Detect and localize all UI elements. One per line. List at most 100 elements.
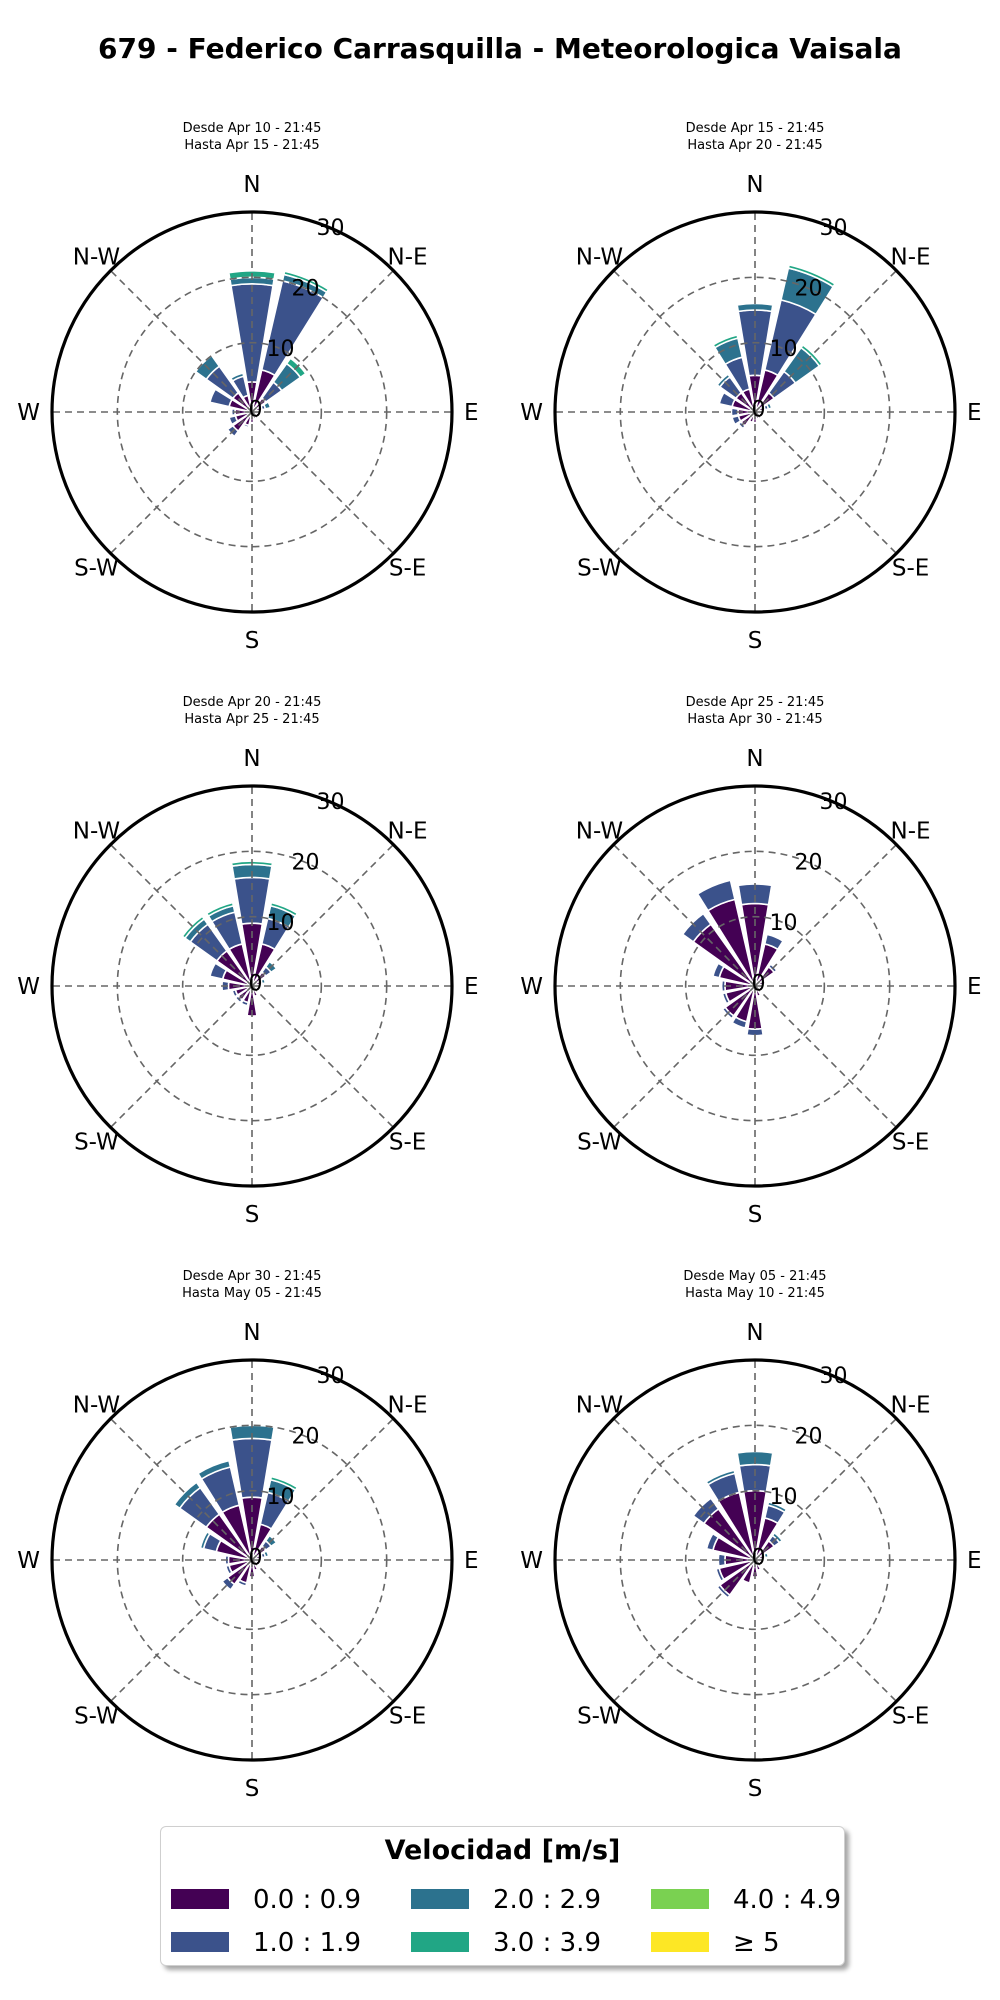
grid-spoke	[251, 1559, 394, 1702]
bar-sector-9-bin-1	[236, 1578, 248, 1588]
ring-label: 20	[292, 851, 320, 876]
bar-sector-9-bin-1	[240, 999, 250, 1007]
direction-label-n-w: N-W	[73, 1392, 120, 1418]
subtitle-desde: Desde May 05 - 21:45	[683, 1269, 827, 1284]
subtitle-desde: Desde Apr 15 - 21:45	[685, 121, 825, 136]
bar-sector-3-bin-2	[262, 400, 272, 410]
ring-label: 20	[795, 851, 823, 876]
direction-label-s-e: S-E	[389, 1704, 426, 1730]
legend-swatch	[171, 1889, 229, 1909]
bar-sector-14-bin-3	[181, 915, 206, 940]
bar-sector-1-bin-3	[269, 1475, 299, 1492]
direction-label-n: N	[746, 746, 763, 772]
ring-label: 10	[770, 337, 798, 362]
direction-label-s-e: S-E	[892, 1130, 929, 1156]
bar-sector-1-bin-1	[763, 933, 785, 951]
direction-label-n-e: N-E	[891, 1392, 931, 1418]
bar-sector-13-bin-1	[718, 391, 737, 408]
legend-title: Velocidad [m/s]	[384, 1835, 621, 1866]
bar-sector-1-bin-3	[269, 901, 299, 918]
grid-ring	[181, 1489, 323, 1631]
bar-sector-14-bin-2	[716, 373, 731, 388]
outer-ring	[50, 210, 454, 614]
grid-ring	[684, 915, 826, 1057]
legend-swatch	[411, 1932, 469, 1952]
bar-sector-15-bin-1	[696, 879, 736, 912]
grid-ring	[181, 915, 323, 1057]
subtitle-desde: Desde Apr 20 - 21:45	[182, 695, 322, 710]
ring-label: 20	[795, 277, 823, 302]
panel-subtitle: Desde Apr 20 - 21:45 Hasta Apr 25 - 21:45	[7, 694, 497, 728]
direction-label-s: S	[245, 1202, 260, 1228]
bar-sector-15-bin-3	[712, 333, 739, 349]
bar-sector-15-bin-2	[705, 1469, 736, 1486]
ring-label: 30	[317, 216, 345, 241]
grid-spoke	[613, 411, 756, 554]
ring-label: 0	[752, 397, 766, 422]
ring-label: 10	[267, 1485, 295, 1510]
bar-sector-1-bin-3	[282, 270, 330, 294]
direction-label-e: E	[967, 974, 982, 1000]
direction-label-s: S	[748, 1202, 763, 1228]
grid-ring	[684, 1489, 826, 1631]
direction-label-n-e: N-E	[388, 244, 428, 270]
direction-label-w: W	[17, 1548, 40, 1574]
bar-sector-3-bin-2	[762, 1551, 770, 1559]
legend-swatch	[411, 1889, 469, 1909]
subtitle-desde: Desde Apr 10 - 21:45	[182, 121, 322, 136]
bar-sector-3-bin-2	[765, 401, 773, 410]
windrose-chart: 0 10 20 30 N N-E E S-E S S-W W N-W	[17, 746, 478, 1228]
grid-spoke	[754, 270, 897, 413]
bar-sector-11-bin-1	[231, 988, 239, 998]
bar-sector-3-bin-0	[757, 979, 767, 987]
page-title: 679 - Federico Carrasquilla - Meteorolog…	[98, 32, 902, 65]
outer-ring	[553, 210, 957, 614]
direction-label-s: S	[748, 1776, 763, 1802]
grid-spoke	[754, 985, 897, 1128]
direction-label-n: N	[746, 172, 763, 198]
windrose-panel-5: Desde Apr 30 - 21:45 Hasta May 05 - 21:45…	[7, 1268, 497, 1828]
bar-sector-0-bin-2	[736, 302, 774, 313]
bar-sector-9-bin-1	[242, 422, 250, 429]
grid-spoke	[251, 270, 394, 413]
ring-label: 0	[752, 971, 766, 996]
legend-swatch	[171, 1932, 229, 1952]
direction-label-s: S	[245, 1776, 260, 1802]
windrose-chart: 0 10 20 30 N N-E E S-E S S-W W N-W	[520, 1320, 981, 1802]
grid-spoke	[613, 270, 756, 413]
ring-label: 20	[292, 277, 320, 302]
windrose-panel-3: Desde Apr 20 - 21:45 Hasta Apr 25 - 21:45…	[7, 694, 497, 1254]
grid-spoke	[251, 411, 394, 554]
legend-swatch	[651, 1889, 709, 1909]
legend-label: 2.0 : 2.9	[493, 1885, 601, 1915]
windrose-panel-4: Desde Apr 25 - 21:45 Hasta Apr 30 - 21:45…	[510, 694, 1000, 1254]
direction-label-w: W	[520, 1548, 543, 1574]
ring-label: 0	[752, 1545, 766, 1570]
outer-ring	[50, 784, 454, 1188]
direction-label-w: W	[520, 400, 543, 426]
direction-label-s-e: S-E	[389, 1130, 426, 1156]
direction-label-s-e: S-E	[389, 556, 426, 582]
direction-label-w: W	[520, 974, 543, 1000]
grid-spoke	[110, 985, 253, 1128]
grid-spoke	[110, 844, 253, 987]
bar-sector-9-bin-0	[741, 1562, 756, 1584]
ring-label: 30	[820, 790, 848, 815]
ring-label: 30	[317, 1364, 345, 1389]
direction-label-n-e: N-E	[891, 244, 931, 270]
direction-label-e: E	[967, 400, 982, 426]
bar-sector-11-bin-1	[721, 991, 731, 1005]
bar-sector-2-bin-2	[771, 1531, 784, 1544]
direction-label-n-w: N-W	[576, 818, 623, 844]
grid-spoke	[754, 1559, 897, 1702]
grid-spoke	[110, 411, 253, 554]
direction-label-e: E	[464, 1548, 479, 1574]
subtitle-desde: Desde Apr 30 - 21:45	[182, 1269, 322, 1284]
legend-label: 0.0 : 0.9	[253, 1885, 361, 1915]
bar-sector-13-bin-1	[208, 388, 234, 408]
windrose-panel-1: Desde Apr 10 - 21:45 Hasta Apr 15 - 21:45…	[7, 120, 497, 680]
bar-sector-15-bin-3	[205, 901, 235, 918]
bar-sector-1-bin-2	[766, 1501, 788, 1514]
grid-spoke	[251, 985, 394, 1128]
direction-label-s-w: S-W	[74, 1704, 119, 1730]
